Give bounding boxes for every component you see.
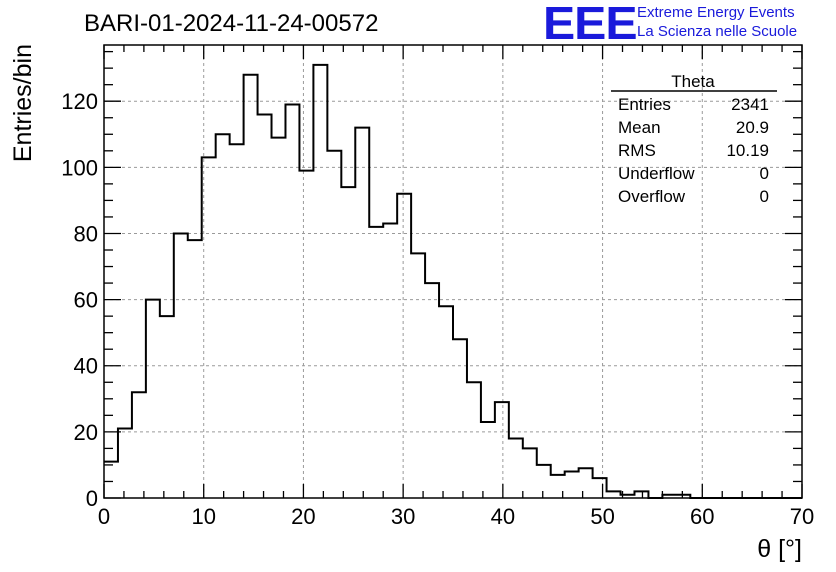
stats-row-value: 0 (760, 187, 769, 206)
x-tick-label: 50 (590, 504, 614, 529)
chart-title: BARI-01-2024-11-24-00572 (84, 10, 379, 37)
y-tick-label: 80 (74, 221, 98, 246)
stats-row-label: Overflow (618, 187, 686, 206)
stats-row-value: 0 (760, 164, 769, 183)
stats-row-value: 2341 (731, 95, 769, 114)
stats-row-label: RMS (618, 141, 656, 160)
stats-box-title: Theta (671, 72, 715, 91)
stats-row-label: Underflow (618, 164, 695, 183)
x-tick-label: 70 (790, 504, 814, 529)
x-axis-title: θ [°] (757, 535, 802, 563)
y-tick-label: 40 (74, 354, 98, 379)
y-tick-label: 100 (61, 155, 98, 180)
logo-caption: Extreme Energy Events La Scienza nelle S… (637, 3, 797, 41)
x-tick-label: 20 (291, 504, 315, 529)
plot-frame (103, 44, 803, 499)
logo-line-2: La Scienza nelle Scuole (637, 23, 798, 40)
stats-row-value: 20.9 (736, 118, 769, 137)
x-tick-label: 40 (491, 504, 515, 529)
stats-row-value: 10.19 (726, 141, 769, 160)
y-tick-label: 60 (74, 288, 98, 313)
x-tick-label: 30 (391, 504, 415, 529)
y-axis-title: Entries/bin (9, 44, 37, 162)
y-tick-label: 0 (86, 486, 98, 511)
x-tick-label: 60 (690, 504, 714, 529)
x-tick-label: 10 (191, 504, 215, 529)
eee-logo: EEE (543, 0, 638, 49)
x-tick-label: 0 (98, 504, 110, 529)
histogram-series (104, 63, 802, 499)
logo-line-1: Extreme Energy Events (637, 4, 795, 21)
stats-row-label: Entries (618, 95, 671, 114)
y-tick-label: 20 (74, 420, 98, 445)
y-tick-label: 120 (61, 89, 98, 114)
stats-row-label: Mean (618, 118, 661, 137)
